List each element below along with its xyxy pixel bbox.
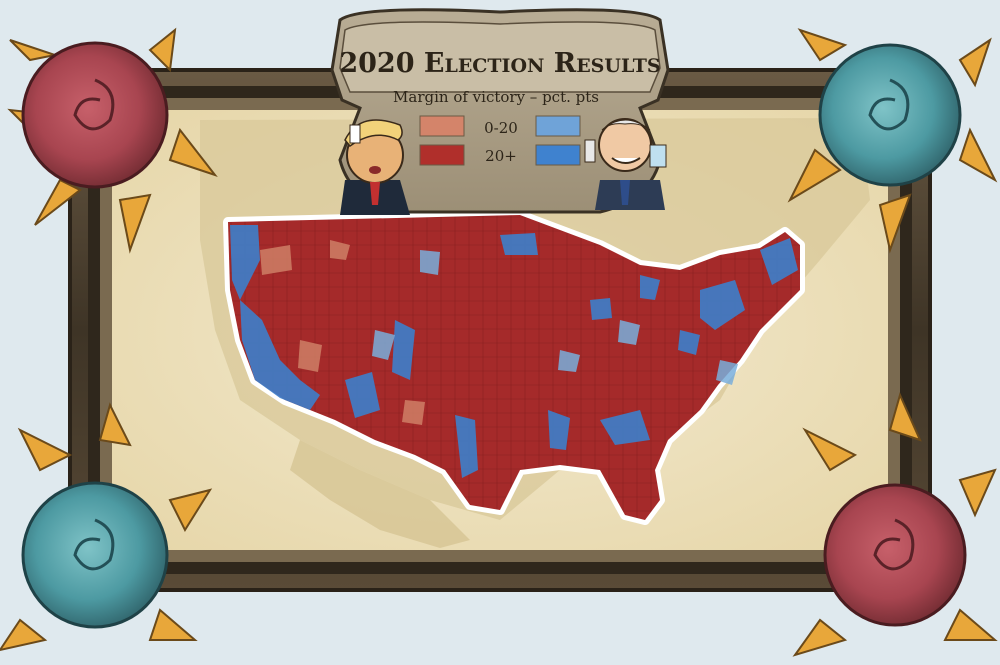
sunflower-petal-icon xyxy=(0,402,213,652)
us-county-map xyxy=(223,210,805,525)
teal-rose-icon xyxy=(818,43,962,187)
legend-swatch-dem-strong xyxy=(535,144,581,166)
sunflower-petal-icon xyxy=(787,28,998,254)
trump-caricature-icon xyxy=(340,119,410,215)
mexico-land xyxy=(290,440,470,548)
legend-swatch-rep-lean xyxy=(419,115,465,137)
flower-top-left xyxy=(7,27,218,254)
lean-counties xyxy=(260,240,738,425)
legend-label-0-20: 0-20 xyxy=(484,119,518,137)
dem-counties xyxy=(230,225,798,478)
legend-label-20-plus: 20+ xyxy=(485,147,517,165)
title-plaque: 2020 Election Results xyxy=(330,8,670,214)
map-title: 2020 Election Results xyxy=(339,48,660,79)
red-rose-icon xyxy=(823,483,967,627)
legend-title: Margin of victory – pct. pts xyxy=(393,88,599,106)
biden-caricature-icon xyxy=(584,118,667,210)
teal-rose-icon xyxy=(21,481,169,629)
legend-swatch-dem-lean xyxy=(535,115,581,137)
flower-bottom-right xyxy=(792,392,998,657)
flower-top-right xyxy=(787,28,998,254)
red-rose-icon xyxy=(21,41,169,189)
legend-swatch-rep-strong xyxy=(419,144,465,166)
sunflower-petal-icon xyxy=(792,392,998,657)
flower-bottom-left xyxy=(0,402,213,652)
legend: Margin of victory – pct. pts 0-20 20+ xyxy=(393,88,599,166)
